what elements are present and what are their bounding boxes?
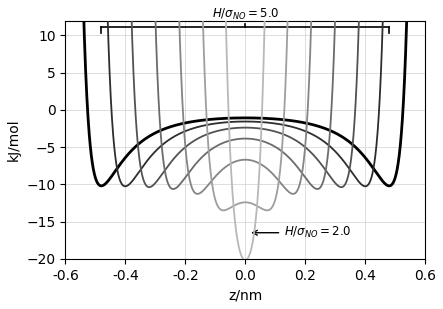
X-axis label: z/nm: z/nm (228, 288, 262, 302)
Text: $H/\sigma_{NO}=5.0$: $H/\sigma_{NO}=5.0$ (211, 7, 279, 22)
Y-axis label: kJ/mol: kJ/mol (7, 118, 21, 161)
Text: $H/\sigma_{NO}=2.0$: $H/\sigma_{NO}=2.0$ (253, 225, 352, 240)
